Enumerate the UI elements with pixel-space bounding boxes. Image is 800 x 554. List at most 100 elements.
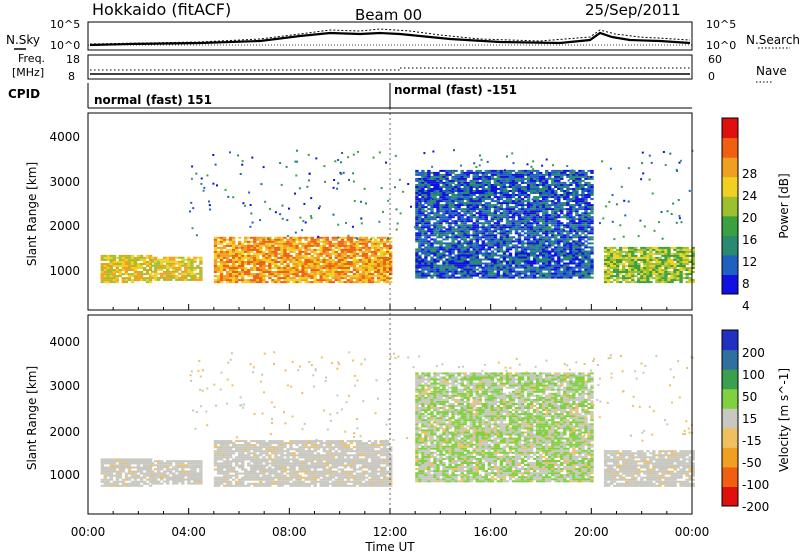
power-cell-1153 (334, 269, 338, 271)
power-speck-240 (382, 210, 384, 213)
power-cell-1514 (389, 263, 393, 265)
power-cell-4457 (646, 275, 650, 278)
power-cell-3182 (523, 274, 528, 277)
power-cell-430 (222, 279, 227, 282)
power-cell-2579 (481, 192, 485, 194)
power-cell-435 (222, 265, 227, 267)
power-cell-3279 (529, 270, 534, 273)
power-speck-149 (661, 237, 664, 240)
power-cell-2384 (469, 228, 473, 231)
power-cell-1970 (442, 208, 446, 211)
power-cell-1795 (430, 194, 434, 196)
power-cell-1561 (415, 196, 419, 199)
power-cell-4601 (673, 273, 677, 276)
power-cell-4259 (606, 265, 611, 267)
power-cell-4204 (590, 252, 594, 255)
power-cell-2310 (463, 181, 467, 184)
power-cell-2031 (445, 173, 449, 176)
power-cell-4180 (587, 208, 591, 211)
power-cell-1221 (343, 252, 348, 255)
power-cell-3973 (575, 262, 579, 265)
power-cell-2935 (505, 222, 510, 225)
power-cell-2804 (496, 206, 501, 209)
power-cell-2266 (460, 169, 464, 172)
power-cell-522 (235, 252, 239, 255)
power-cell-665 (259, 269, 263, 271)
power-cell-1029 (313, 242, 317, 245)
power-cell-4429 (640, 259, 644, 261)
power-cell-3240 (526, 242, 531, 245)
power-cell-879 (292, 273, 296, 276)
power-cell-495 (232, 263, 236, 265)
power-cell-4362 (628, 271, 632, 273)
power-cell-3977 (575, 252, 579, 255)
power-speck-118 (465, 231, 467, 234)
power-cell-1244 (346, 240, 351, 243)
power-cell-3133 (517, 175, 522, 178)
power-cell-2973 (508, 248, 513, 251)
power-cell-3670 (554, 238, 558, 241)
power-cell-2409 (469, 169, 473, 172)
power-cell-3980 (575, 246, 579, 249)
power-cell-4318 (619, 273, 623, 276)
power-cell-651 (256, 252, 260, 255)
power-cell-798 (280, 273, 284, 276)
power-cell-2005 (445, 232, 449, 235)
power-cell-1521 (389, 246, 393, 249)
power-cell-2496 (475, 184, 479, 186)
power-cell-265 (169, 272, 173, 275)
power-cell-2296 (463, 214, 467, 217)
power-cell-2452 (472, 177, 476, 180)
power-cell-3941 (572, 234, 576, 237)
power-cell-248 (163, 258, 167, 261)
power-cell-2167 (454, 175, 458, 178)
power-cell-2545 (481, 274, 485, 277)
power-cell-2069 (448, 196, 452, 199)
power-cell-3902 (569, 220, 573, 223)
power-cell-4515 (655, 248, 659, 251)
power-cell-3675 (554, 226, 558, 229)
power-speck-187 (244, 204, 246, 207)
power-cell-2618 (484, 210, 488, 213)
power-cell-3522 (545, 260, 549, 263)
power-cell-2820 (499, 274, 504, 277)
power-cell-3154 (520, 230, 525, 233)
power-cell-3538 (545, 226, 549, 229)
power-cell-727 (268, 259, 272, 261)
power-cell-793 (277, 240, 281, 243)
power-cell-4268 (606, 246, 611, 249)
power-cell-120 (127, 261, 132, 263)
power-cell-4599 (673, 277, 677, 280)
power-cell-3057 (514, 250, 519, 253)
power-cell-2080 (451, 276, 455, 279)
power-cell-857 (289, 279, 293, 282)
power-cell-2896 (502, 200, 507, 203)
power-cell-524 (235, 248, 239, 251)
power-speck-67 (336, 187, 339, 190)
power-cell-3218 (523, 188, 528, 190)
power-cell-3876 (566, 169, 570, 172)
power-cell-1695 (424, 218, 428, 221)
power-cell-3722 (557, 234, 561, 237)
power-cell-4345 (625, 277, 629, 280)
power-cell-3204 (523, 222, 528, 225)
power-cell-418 (219, 261, 224, 263)
power-cell-4514 (655, 250, 659, 253)
power-cell-3106 (517, 236, 522, 239)
power-cell-46 (109, 267, 113, 269)
power-cell-1585 (418, 248, 422, 251)
power-cell-424 (219, 248, 224, 251)
power-cell-27 (106, 279, 110, 282)
power-cell-3521 (545, 262, 549, 265)
power-cell-142 (133, 267, 138, 269)
power-speck-259 (611, 220, 614, 223)
power-cell-286 (175, 274, 179, 277)
power-cell-1489 (386, 277, 390, 280)
power-cell-4115 (584, 258, 588, 261)
power-cell-24 (103, 256, 107, 259)
power-cell-1349 (364, 271, 369, 273)
power-cell-3168 (520, 198, 525, 201)
power-cell-3402 (536, 208, 540, 211)
power-cell-1005 (310, 250, 314, 253)
power-cell-4060 (578, 169, 582, 172)
